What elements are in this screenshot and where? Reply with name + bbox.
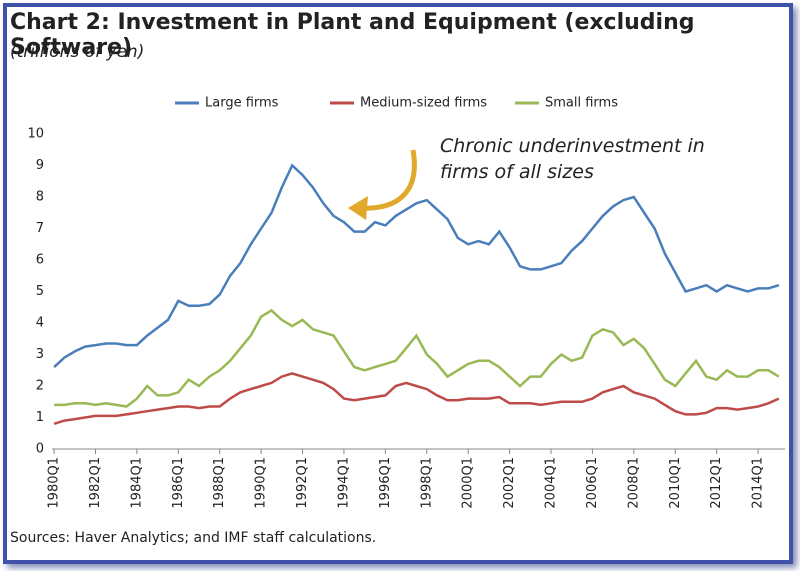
source-note: Sources: Haver Analytics; and IMF staff … xyxy=(10,530,377,546)
x-tick-label: 1992Q1 xyxy=(295,457,310,509)
legend-label: Large firms xyxy=(205,96,279,111)
x-tick-label: 1982Q1 xyxy=(88,457,103,509)
x-tick-label: 1996Q1 xyxy=(378,457,393,509)
y-tick-label: 9 xyxy=(36,158,44,173)
y-tick-label: 7 xyxy=(36,221,44,236)
x-tick-label: 2010Q1 xyxy=(668,457,683,509)
y-tick-label: 3 xyxy=(36,347,44,362)
y-tick-label: 6 xyxy=(36,253,44,268)
x-tick-label: 2002Q1 xyxy=(502,457,517,509)
x-tick-label: 1988Q1 xyxy=(212,457,227,509)
x-tick-label: 2004Q1 xyxy=(544,457,559,509)
y-tick-label: 4 xyxy=(36,316,44,331)
y-tick-label: 5 xyxy=(36,284,44,299)
x-tick-label: 1986Q1 xyxy=(171,457,186,509)
x-tick-label: 2014Q1 xyxy=(751,457,766,509)
series-line xyxy=(53,372,780,425)
x-tick-label: 1984Q1 xyxy=(129,457,144,509)
annotation-arrow xyxy=(359,149,417,211)
chart-title: Chart 2: Investment in Plant and Equipme… xyxy=(10,10,695,60)
series-line xyxy=(54,308,780,408)
frame xyxy=(3,3,793,564)
y-tick-label: 0 xyxy=(36,442,44,457)
legend-label: Medium-sized firms xyxy=(360,96,487,111)
x-tick-label: 2006Q1 xyxy=(585,457,600,509)
x-tick-label: 1980Q1 xyxy=(47,457,62,509)
x-tick-label: 1998Q1 xyxy=(419,457,434,509)
x-tick-label: 1990Q1 xyxy=(254,457,269,509)
y-tick-label: 2 xyxy=(36,379,44,394)
y-tick-label: 8 xyxy=(36,190,44,205)
y-tick-label: 10 xyxy=(27,127,44,142)
x-tick-label: 2008Q1 xyxy=(626,457,641,509)
x-tick-label: 2000Q1 xyxy=(461,457,476,509)
annotation: Chronic underinvestment in firms of all … xyxy=(440,135,705,183)
x-tick-label: 1994Q1 xyxy=(336,457,351,509)
legend-label: Small firms xyxy=(545,96,618,111)
series-line xyxy=(53,163,780,369)
chart-subtitle: (trillions of yen) xyxy=(10,42,145,62)
y-tick-label: 1 xyxy=(36,410,44,425)
arrow-head xyxy=(348,196,368,220)
x-tick-label: 2012Q1 xyxy=(709,457,724,509)
